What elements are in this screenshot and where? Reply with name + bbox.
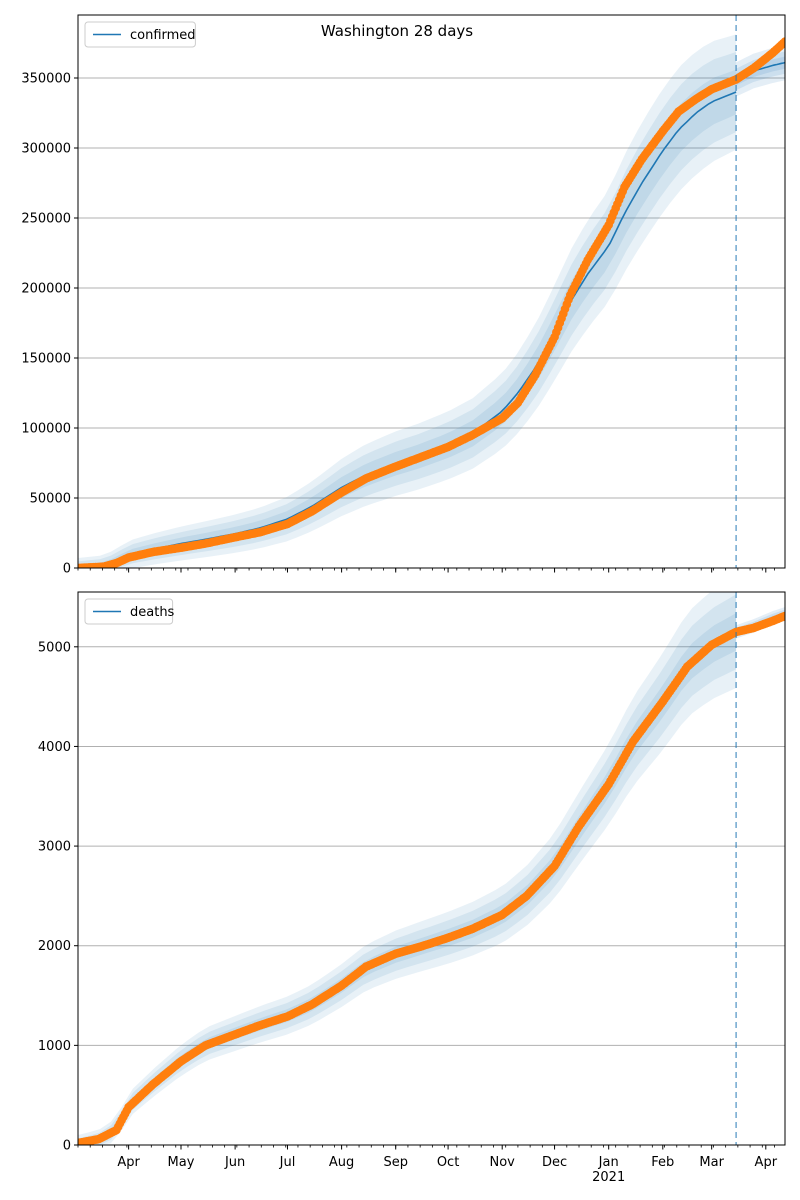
x-tick-label: Nov xyxy=(490,1155,516,1170)
confirmed-chart: 0 50000 100000 150000 200000 250000 300000 3500… xyxy=(21,14,786,577)
x-tick-label: Aug xyxy=(329,1155,354,1170)
y-tick-label: 4000 xyxy=(38,740,71,755)
x-tick-label: Apr xyxy=(117,1155,140,1170)
observed-point xyxy=(780,37,785,46)
plot-area xyxy=(78,592,785,1145)
x-tick-label: Jul xyxy=(279,1155,296,1170)
forecast-band xyxy=(736,56,785,86)
x-tick-label: Oct xyxy=(437,1155,459,1170)
plot-area xyxy=(78,34,785,568)
x-tick-label: Dec xyxy=(542,1155,567,1170)
y-tick-label: 2000 xyxy=(38,939,71,954)
forecast-band xyxy=(736,51,785,91)
y-tick-label: 1000 xyxy=(38,1039,71,1054)
y-tick-label: 350000 xyxy=(21,72,71,87)
y-tick-label: 0 xyxy=(63,562,71,577)
legend-box xyxy=(84,598,174,625)
y-tick-label: 3000 xyxy=(38,840,71,855)
y-tick-label: 200000 xyxy=(21,282,71,297)
y-tick-label: 250000 xyxy=(21,212,71,227)
deaths-chart: 0 1000 2000 3000 4000 5000 Apr May Jun Jul Aug Sep O… xyxy=(38,591,786,1185)
x-tick-label: Jan xyxy=(598,1155,619,1170)
legend: confirmed xyxy=(84,21,196,48)
axes-frame xyxy=(77,591,786,1146)
x-tick-label: Sep xyxy=(383,1155,408,1170)
x-tick-label: Apr xyxy=(755,1155,778,1170)
x-tick-label: Mar xyxy=(699,1155,724,1170)
x-tick-label: Feb xyxy=(651,1155,674,1170)
y-tick-label: 150000 xyxy=(21,352,71,367)
y-tick-label: 5000 xyxy=(38,640,71,655)
axes-frame xyxy=(77,14,786,569)
figure-title: Washington 28 days xyxy=(321,22,473,40)
legend-label: confirmed xyxy=(130,28,196,43)
y-tick-label: 0 xyxy=(63,1139,71,1154)
legend-box xyxy=(84,21,196,48)
legend: deaths xyxy=(84,598,175,625)
uncertainty-band xyxy=(78,34,737,568)
legend-label: deaths xyxy=(130,605,175,620)
y-tick-label: 100000 xyxy=(21,422,71,437)
observed-points xyxy=(78,611,785,1145)
y-tick-label: 300000 xyxy=(21,142,71,157)
x-tick-label: May xyxy=(168,1155,195,1170)
x-tick-label: 2021 xyxy=(592,1170,625,1185)
observed-point xyxy=(780,611,785,621)
observed-points xyxy=(78,37,785,568)
x-tick-label: Jun xyxy=(224,1155,245,1170)
y-tick-label: 50000 xyxy=(30,492,71,507)
